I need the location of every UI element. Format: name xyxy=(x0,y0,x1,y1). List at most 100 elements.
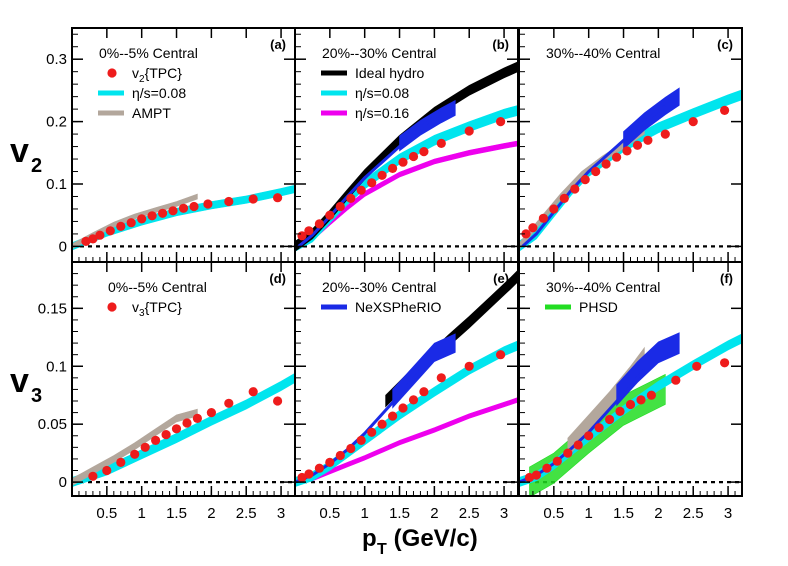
y-axis-title-v3-base: v xyxy=(10,362,29,400)
panel-f-x-tick-label: 2 xyxy=(654,505,662,522)
panel-e-x-tick-label: 3 xyxy=(500,505,508,522)
panel-e-x-tick-label: 2.5 xyxy=(459,505,480,522)
panel-a-tpc-point xyxy=(81,236,91,246)
panel-b-legend-label: η/s=0.08 xyxy=(355,85,409,101)
panel-d-plot-area xyxy=(72,372,295,488)
panel-b-legend-label-main: Ideal hydro xyxy=(355,65,424,81)
panel-a-legend-label: v2{TPC} xyxy=(132,65,182,85)
panel-e-x-tick-label: 2 xyxy=(430,505,438,522)
panel-e-tpc-point xyxy=(398,403,408,413)
panel-c-tpc-point xyxy=(622,146,632,156)
y-axis-title-v2-base: v xyxy=(10,132,29,170)
panel-a-y-tick-label: 0.1 xyxy=(46,176,67,193)
panel-d-x-tick-label: 2.5 xyxy=(236,505,257,522)
panel-c-nexspherio-band xyxy=(623,87,680,150)
panel-f-tpc-point xyxy=(563,448,573,458)
panel-a-letter: (a) xyxy=(270,37,286,52)
panel-e-tpc-point xyxy=(314,463,324,473)
panel-b-tpc-point xyxy=(398,157,408,167)
panel-c-tpc-point xyxy=(591,166,601,177)
panel-f-tpc-point xyxy=(552,456,562,466)
panel-d-tpc-point xyxy=(151,435,161,445)
panel-a-legend-label: AMPT xyxy=(132,105,171,121)
panel-a-tpc-point xyxy=(147,211,157,221)
panel-c-tpc-point xyxy=(549,204,559,214)
panel-b-legend-label-main: η/s=0.08 xyxy=(355,85,409,101)
panel-d-legend-label-after: {TPC} xyxy=(145,299,183,315)
y-axis-title-v3: v 3 xyxy=(10,362,42,407)
panel-f-tpc-point xyxy=(542,463,552,473)
panel-c-plot-area xyxy=(519,87,742,252)
panel-f-x-tick-label: 1 xyxy=(585,505,593,522)
panel-d-y-tick-label: 0.15 xyxy=(38,300,67,317)
panel-e-tpc-point xyxy=(436,373,446,383)
panel-e-tpc-point xyxy=(408,395,419,405)
panel-e-nexspherio-line xyxy=(295,369,422,484)
panel-e-x-tick-label: 0.5 xyxy=(319,505,340,522)
panel-a-legend-label-main: AMPT xyxy=(132,105,171,121)
panel-b-nexspherio-line xyxy=(297,110,443,248)
panel-a-y-tick-label: 0.3 xyxy=(46,51,67,68)
panel-a-tpc-point xyxy=(126,218,136,228)
panel-a-tpc-point xyxy=(137,214,147,224)
panel-b-tpc-point xyxy=(419,147,429,157)
panel-c-tpc-point xyxy=(688,117,698,127)
panel-d-tpc-point xyxy=(102,465,112,476)
panel-b-hydro-008-band xyxy=(295,105,518,252)
panel-e-legend-label: NeXSPheRIO xyxy=(355,299,441,315)
panel-f-tpc-point xyxy=(531,470,542,480)
panel-d-tpc-point xyxy=(116,457,126,467)
panel-b-letter: (b) xyxy=(492,37,509,52)
panel-d-tpc-point xyxy=(88,471,98,481)
panel-d-tpc-point xyxy=(206,408,216,418)
panel-f-x-tick-label: 2.5 xyxy=(683,505,704,522)
panel-f-tpc-point xyxy=(671,375,681,385)
panel-b-tpc-point xyxy=(388,163,398,173)
panel-e-tpc-point xyxy=(496,350,506,360)
panel-a-tpc-point xyxy=(168,206,178,216)
panel-b-tpc-point xyxy=(377,170,387,180)
panel-e-tpc-point xyxy=(325,457,335,467)
x-axis-title-base: p xyxy=(362,525,377,552)
panel-d-tpc-point xyxy=(224,398,234,408)
panel-b-ideal-hydro-band xyxy=(295,61,518,252)
panel-f-tpc-point xyxy=(584,431,594,441)
panel-d-x-tick-label: 3 xyxy=(277,505,285,522)
panel-b-legend-label: Ideal hydro xyxy=(355,65,424,81)
panel-f-tpc-point xyxy=(615,406,625,416)
panel-a-tpc-point xyxy=(116,221,126,231)
panel-b-tpc-point xyxy=(356,185,366,195)
panel-a-legend-label-after: {TPC} xyxy=(145,65,183,81)
panel-a-tpc-point xyxy=(189,201,199,212)
panel-b-legend-label-main: η/s=0.16 xyxy=(355,105,409,121)
panel-e-tpc-point xyxy=(304,469,314,479)
panel-d-tpc-point xyxy=(273,396,283,406)
panel-e-tpc-point xyxy=(377,419,387,429)
panel-a: 00.10.20.3 0%--5% Central(a)v2{TPC}η/s=0.… xyxy=(46,27,296,263)
panel-d-letter: (d) xyxy=(269,271,286,286)
panel-e-tpc-point xyxy=(356,435,366,445)
panel-a-tpc-point xyxy=(203,199,213,209)
panel-a-legend-label-main: η/s=0.08 xyxy=(132,85,186,101)
panel-c-tpc-point xyxy=(538,213,549,223)
panel-a-tpc-point xyxy=(158,208,168,218)
panel-a-tpc-point xyxy=(273,193,283,203)
panel-b-tpc-point xyxy=(496,117,506,127)
panel-a-legend-label: η/s=0.08 xyxy=(132,85,186,101)
panel-b-tpc-point xyxy=(367,178,377,188)
panel-d-title: 0%--5% Central xyxy=(108,279,207,295)
panel-e-tpc-point xyxy=(367,427,377,437)
panel-c-hydro-008-band xyxy=(519,89,742,252)
panel-a-legend-label-main: v xyxy=(132,65,139,81)
panel-d-y-tick-label: 0 xyxy=(59,474,67,491)
panel-e-legend-label-main: NeXSPheRIO xyxy=(355,299,441,315)
panel-c-tpc-point xyxy=(528,223,538,233)
panel-c-tpc-point xyxy=(643,135,653,145)
panel-f-tpc-point xyxy=(720,358,730,368)
y-axis-title-v2-sub: 2 xyxy=(31,155,42,177)
panel-f-letter: (f) xyxy=(720,271,733,286)
panel-f-tpc-point xyxy=(605,414,615,425)
panel-d-y-tick-label: 0.1 xyxy=(46,358,67,375)
panel-c-letter: (c) xyxy=(717,37,733,52)
